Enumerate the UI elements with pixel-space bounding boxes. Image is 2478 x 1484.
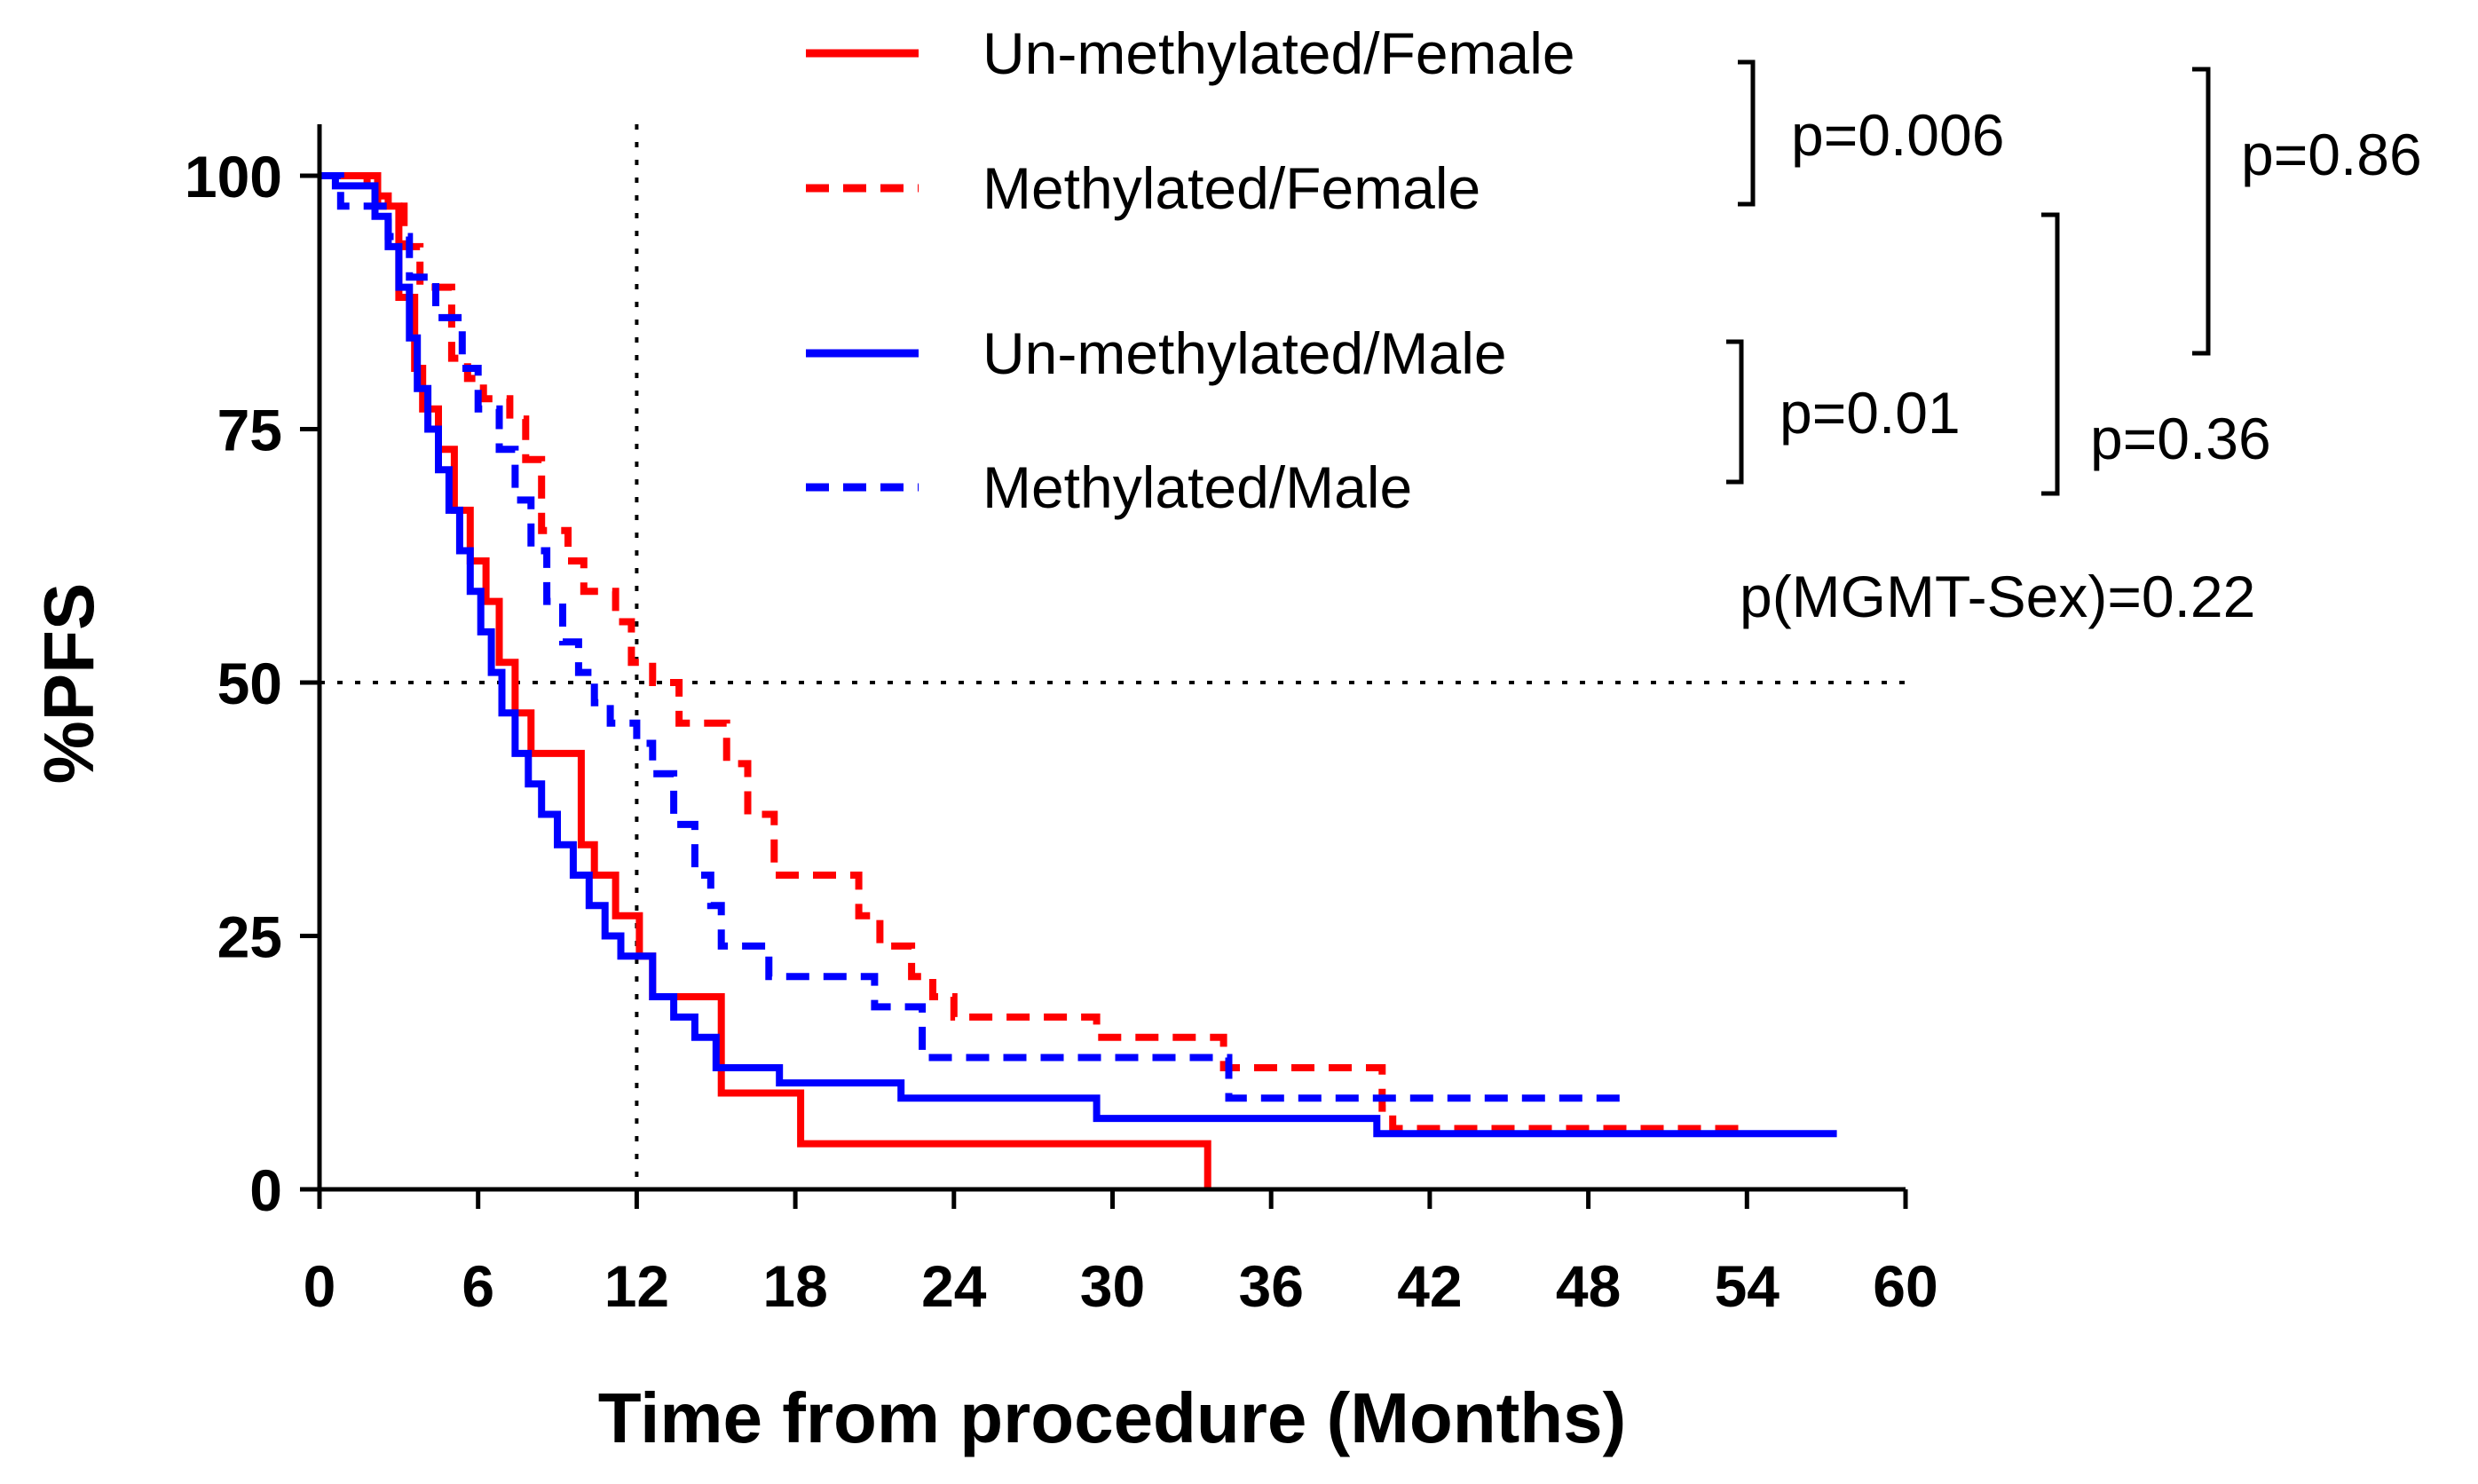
pvalue-cross-036: p=0.36 [2090,406,2271,471]
y-tick-label: 75 [217,398,282,463]
x-tick-label: 30 [1080,1253,1145,1319]
legend-label: Methylated/Female [983,155,1480,221]
bracket-male [1726,339,1744,485]
p-value-annotations: p=0.006 p=0.01 p=0.36 p=0.86 p(MGMT-Sex)… [1726,59,2422,629]
x-tick-label: 6 [462,1253,494,1319]
y-tick-label: 0 [249,1157,282,1223]
x-tick-label: 12 [604,1253,669,1319]
axes [317,124,1906,1192]
bracket-female [1738,59,1756,207]
pvalue-cross-086: p=0.86 [2241,122,2422,187]
tick-marks [300,173,1908,1209]
x-tick-label: 24 [921,1253,987,1319]
bracket-meth-female-vs-unmeth-male [2041,212,2060,496]
pvalue-interaction: p(MGMT-Sex)=0.22 [1740,564,2255,629]
bracket-unmeth-female-vs-unmeth-male [2192,67,2211,356]
legend-label: Un-methylated/Male [983,320,1507,386]
y-tick-label: 50 [217,651,282,716]
x-tick-label: 60 [1873,1253,1937,1319]
x-tick-label: 18 [762,1253,827,1319]
legend: Un-methylated/Female Methylated/Female Un-… [806,20,1575,520]
survival-curves [320,172,1837,1189]
x-tick-label: 0 [304,1253,336,1319]
reference-lines [320,124,1906,1189]
x-tick-label: 54 [1715,1253,1780,1319]
x-tick-label: 48 [1556,1253,1621,1319]
x-axis-title: Time from procedure (Months) [598,1378,1627,1457]
series-line-methylated-female [320,172,1753,1133]
y-tick-label: 100 [185,144,282,209]
y-tick-label: 25 [217,904,282,970]
x-tick-label: 42 [1397,1253,1462,1319]
y-axis-title: %PFS [29,583,108,785]
pvalue-female: p=0.006 [1791,102,2004,168]
series-line-un-methylated-male [320,172,1837,1138]
legend-label: Un-methylated/Female [983,20,1575,86]
tick-labels: 0 6 12 18 24 30 36 42 48 54 60 0 25 50 75 100 [185,144,1938,1319]
series-line-methylated-male [320,172,1631,1102]
x-tick-label: 36 [1238,1253,1303,1319]
pvalue-male: p=0.01 [1780,380,1961,446]
legend-label: Methylated/Male [983,454,1412,520]
